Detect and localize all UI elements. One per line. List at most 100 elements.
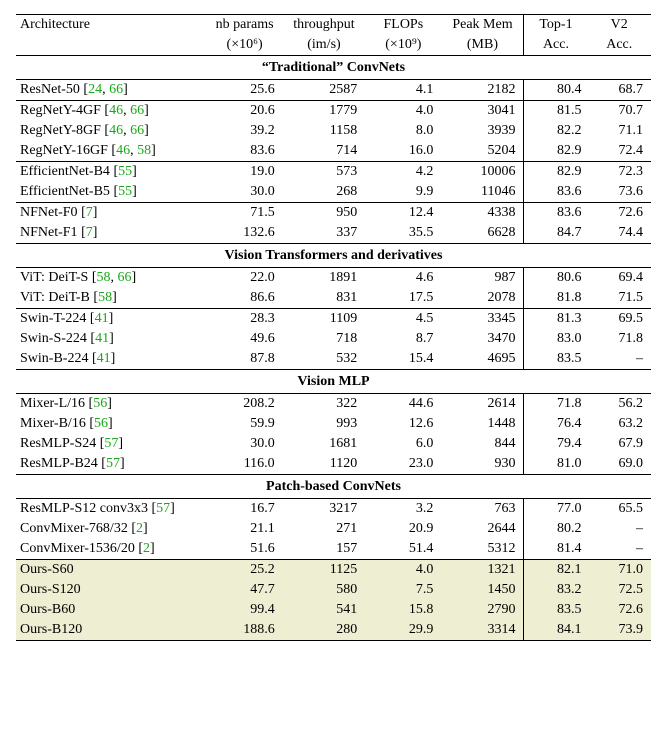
citation[interactable]: 66 (109, 82, 123, 97)
cell-arch: ConvMixer-768/32 [2] (16, 519, 207, 539)
cell-throughput: 718 (283, 329, 366, 349)
col-v2-sub: Acc. (587, 35, 651, 56)
cell-arch: Ours-B60 (16, 600, 207, 620)
cell-params: 59.9 (207, 414, 283, 434)
cell-throughput: 337 (283, 223, 366, 244)
cell-top1: 82.9 (524, 141, 588, 162)
citation[interactable]: 46 (109, 103, 123, 118)
cell-peakmem: 1448 (441, 414, 524, 434)
citation[interactable]: 58 (97, 270, 111, 285)
table-row: Ours-S12047.75807.5145083.272.5 (16, 580, 651, 600)
cell-peakmem: 987 (441, 268, 524, 289)
cell-peakmem: 2614 (441, 394, 524, 415)
citation[interactable]: 2 (143, 541, 150, 556)
citation[interactable]: 58 (98, 290, 112, 305)
cell-arch: RegNetY-16GF [46, 58] (16, 141, 207, 162)
citation[interactable]: 41 (95, 331, 109, 346)
citation[interactable]: 46 (109, 123, 123, 138)
col-mem: Peak Mem (441, 15, 524, 36)
table-row: RegNetY-4GF [46, 66]20.617794.0304181.57… (16, 101, 651, 122)
table-row: Ours-B120188.628029.9331484.173.9 (16, 620, 651, 641)
citation[interactable]: 7 (86, 225, 93, 240)
cell-top1: 83.5 (524, 600, 588, 620)
cell-arch: Swin-T-224 [41] (16, 309, 207, 330)
cell-top1: 82.2 (524, 121, 588, 141)
cell-peakmem: 4338 (441, 203, 524, 224)
cell-peakmem: 3345 (441, 309, 524, 330)
table-row: NFNet-F1 [7]132.633735.5662884.774.4 (16, 223, 651, 244)
cell-throughput: 831 (283, 288, 366, 309)
cell-throughput: 268 (283, 182, 366, 203)
citation[interactable]: 66 (130, 103, 144, 118)
cell-arch: RegNetY-8GF [46, 66] (16, 121, 207, 141)
citation[interactable]: 41 (95, 311, 109, 326)
citation[interactable]: 55 (118, 164, 132, 179)
cell-top1: 79.4 (524, 434, 588, 454)
cell-top1: 80.4 (524, 80, 588, 101)
table-row: NFNet-F0 [7]71.595012.4433883.672.6 (16, 203, 651, 224)
table-row: Swin-B-224 [41]87.853215.4469583.5– (16, 349, 651, 370)
cell-arch: RegNetY-4GF [46, 66] (16, 101, 207, 122)
cell-v2: 70.7 (587, 101, 651, 122)
cell-arch: Ours-S60 (16, 560, 207, 581)
cell-peakmem: 930 (441, 454, 524, 475)
table-row: Ours-S6025.211254.0132182.171.0 (16, 560, 651, 581)
cell-throughput: 714 (283, 141, 366, 162)
cell-params: 47.7 (207, 580, 283, 600)
citation[interactable]: 2 (136, 521, 143, 536)
table-row: Mixer-L/16 [56]208.232244.6261471.856.2 (16, 394, 651, 415)
citation[interactable]: 41 (97, 351, 111, 366)
citation[interactable]: 46 (116, 143, 130, 158)
cell-throughput: 3217 (283, 499, 366, 520)
cell-throughput: 1125 (283, 560, 366, 581)
cell-flops: 23.0 (365, 454, 441, 475)
cell-arch: ResMLP-S12 conv3x3 [57] (16, 499, 207, 520)
cell-arch: EfficientNet-B4 [55] (16, 162, 207, 183)
cell-params: 30.0 (207, 182, 283, 203)
cell-flops: 4.1 (365, 80, 441, 101)
cell-flops: 4.0 (365, 101, 441, 122)
cell-top1: 84.1 (524, 620, 588, 641)
citation[interactable]: 57 (104, 436, 118, 451)
cell-peakmem: 5312 (441, 539, 524, 560)
col-top1: Top-1 (524, 15, 588, 36)
cell-flops: 16.0 (365, 141, 441, 162)
cell-throughput: 950 (283, 203, 366, 224)
citation[interactable]: 66 (130, 123, 144, 138)
citation[interactable]: 58 (137, 143, 151, 158)
section-title: Patch-based ConvNets (16, 475, 651, 499)
cell-peakmem: 844 (441, 434, 524, 454)
cell-v2: – (587, 349, 651, 370)
cell-throughput: 532 (283, 349, 366, 370)
cell-flops: 9.9 (365, 182, 441, 203)
cell-arch: Mixer-B/16 [56] (16, 414, 207, 434)
cell-arch: Swin-S-224 [41] (16, 329, 207, 349)
citation[interactable]: 57 (106, 456, 120, 471)
col-thru: throughput (283, 15, 366, 36)
cell-params: 20.6 (207, 101, 283, 122)
citation[interactable]: 57 (156, 501, 170, 516)
cell-top1: 83.2 (524, 580, 588, 600)
cell-flops: 51.4 (365, 539, 441, 560)
cell-params: 99.4 (207, 600, 283, 620)
citation[interactable]: 55 (118, 184, 132, 199)
cell-v2: 71.8 (587, 329, 651, 349)
citation[interactable]: 7 (86, 205, 93, 220)
cell-peakmem: 3041 (441, 101, 524, 122)
citation[interactable]: 66 (118, 270, 132, 285)
col-flops: FLOPs (365, 15, 441, 36)
cell-v2: 69.5 (587, 309, 651, 330)
cell-params: 30.0 (207, 434, 283, 454)
cell-top1: 81.4 (524, 539, 588, 560)
cell-v2: 72.6 (587, 600, 651, 620)
citation[interactable]: 56 (94, 416, 108, 431)
cell-peakmem: 2078 (441, 288, 524, 309)
cell-peakmem: 2790 (441, 600, 524, 620)
cell-v2: 72.5 (587, 580, 651, 600)
cell-top1: 71.8 (524, 394, 588, 415)
cell-flops: 29.9 (365, 620, 441, 641)
citation[interactable]: 56 (93, 396, 107, 411)
citation[interactable]: 24 (88, 82, 102, 97)
cell-flops: 3.2 (365, 499, 441, 520)
cell-throughput: 573 (283, 162, 366, 183)
